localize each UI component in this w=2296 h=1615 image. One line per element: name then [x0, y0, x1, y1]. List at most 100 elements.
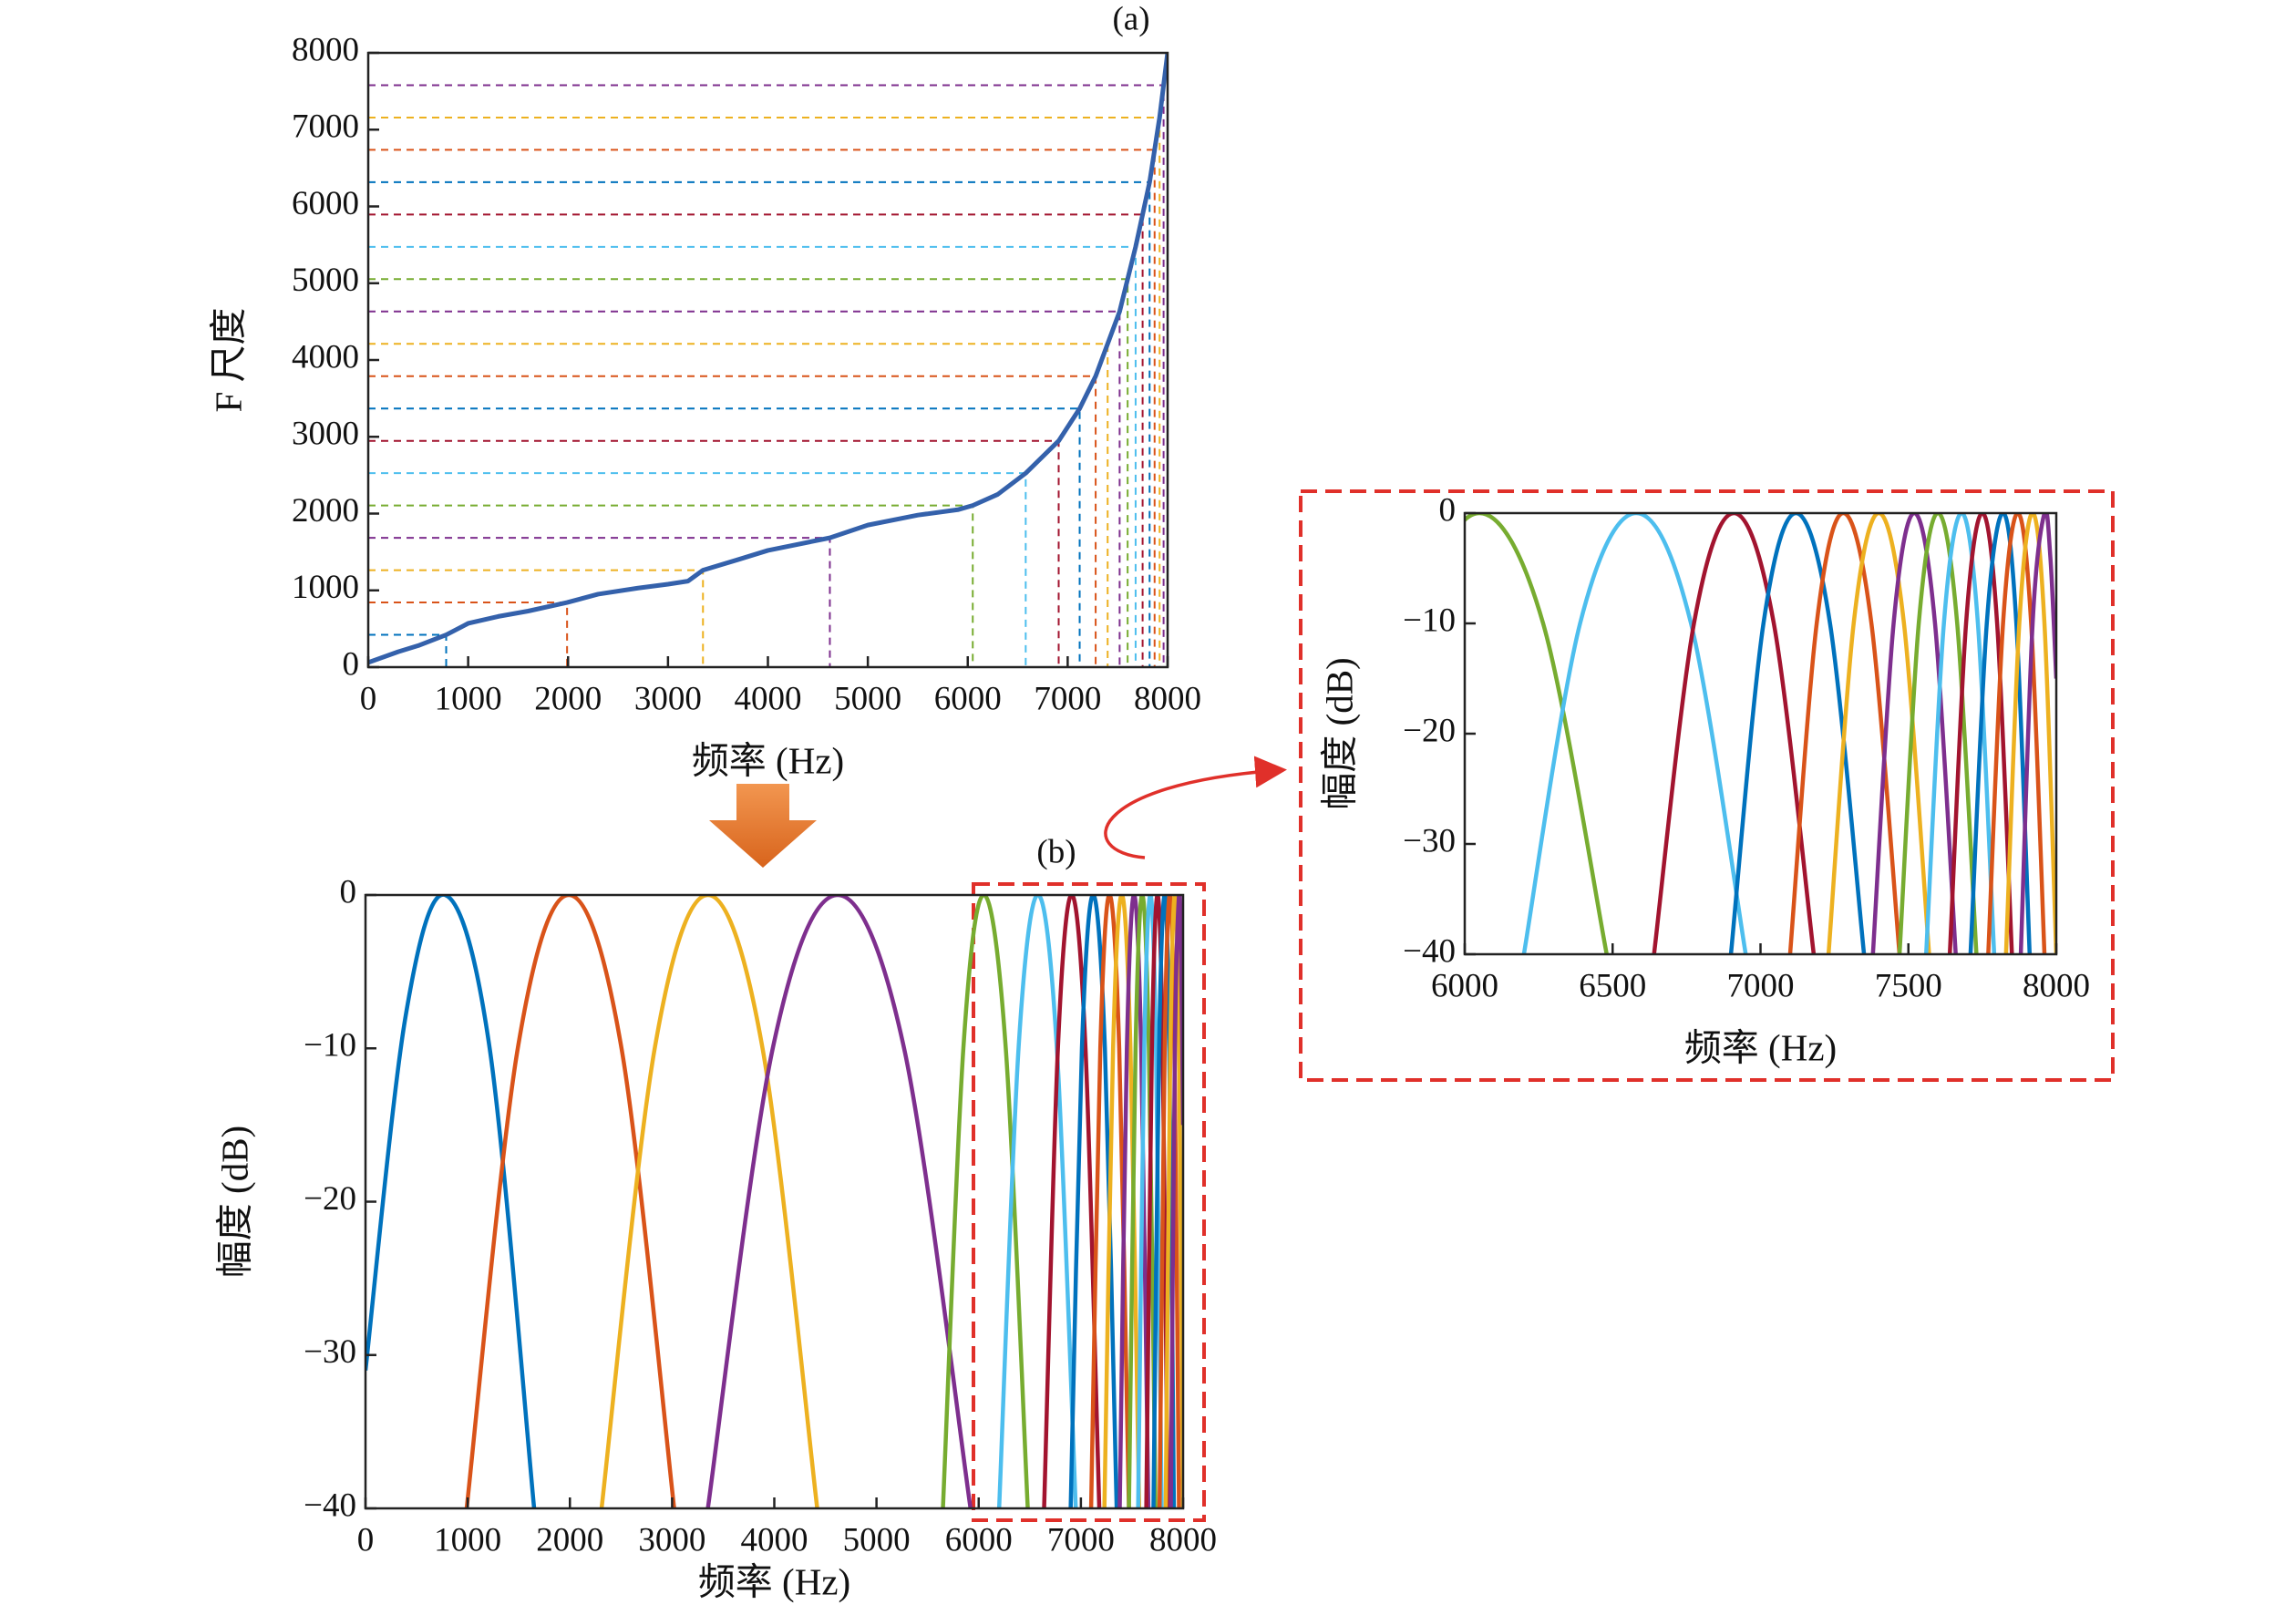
series-line [1897, 513, 1979, 954]
y-tick-label: 0 [343, 645, 360, 683]
series-line [1144, 895, 1170, 1508]
series-line [1947, 513, 2014, 954]
y-tick-label: 5000 [292, 262, 359, 299]
zoom-box [972, 882, 1206, 1522]
series-line [1968, 513, 2033, 954]
series-line [1787, 513, 1902, 954]
series-line [941, 895, 1030, 1508]
x-tick-label: 6000 [1431, 967, 1498, 1004]
x-tick-label: 7000 [1047, 1521, 1115, 1558]
guide-line [368, 245, 1137, 667]
series-line [1127, 895, 1158, 1508]
zoom-arrow [1104, 756, 1287, 859]
x-tick-label: 1000 [434, 1521, 501, 1558]
series-line [1136, 895, 1164, 1508]
y-tick-label: 6000 [292, 185, 359, 222]
x-tick-label: 8000 [1149, 1521, 1217, 1558]
y-tick-label: 3000 [292, 416, 359, 453]
y-tick-label: 1000 [292, 569, 359, 606]
x-tick-label: 2000 [536, 1521, 603, 1558]
x-tick-label: 6000 [934, 680, 1002, 717]
inset-box [1299, 489, 2115, 1082]
y-tick-label: −40 [304, 1486, 356, 1524]
axes-box [1463, 511, 2058, 956]
series-line [1652, 513, 1817, 954]
y-tick-label: 0 [1439, 491, 1457, 529]
series-line [1521, 513, 1748, 954]
series-line [1986, 513, 2047, 954]
x-axis-label: 频率 (Hz) [1684, 1026, 1837, 1068]
series-line [1068, 895, 1119, 1508]
series-line [1157, 895, 1181, 1508]
series-line [1117, 895, 1151, 1508]
series-line [2018, 513, 2056, 954]
guide-line [368, 310, 1121, 667]
series-line [705, 895, 973, 1508]
flow-arrow [709, 784, 817, 868]
plot-area [368, 53, 1168, 667]
y-axis-label: F 尺度 [207, 307, 249, 412]
series-line [1728, 513, 1867, 954]
series-line [366, 895, 537, 1508]
guide-line [368, 278, 1129, 667]
y-tick-label: 7000 [292, 108, 359, 146]
guide-line [368, 213, 1144, 667]
y-axis-label: 幅度 (dB) [1318, 657, 1360, 809]
y-tick-label: −30 [1403, 822, 1456, 859]
axes-box [366, 51, 1169, 669]
x-tick-label: 5000 [843, 1521, 911, 1558]
series-line [1923, 513, 1997, 954]
x-tick-label: 1000 [435, 680, 502, 717]
y-tick-label: 2000 [292, 492, 359, 530]
x-tick-label: 4000 [741, 1521, 808, 1558]
guide-line [368, 472, 1027, 667]
guide-line [368, 149, 1156, 667]
plot-area [366, 895, 1183, 1508]
y-tick-label: −10 [1403, 602, 1456, 639]
panel-label: (b) [1036, 833, 1076, 870]
guide-line [368, 343, 1109, 667]
x-tick-label: 7500 [1875, 967, 1942, 1004]
series-line [1826, 513, 1931, 954]
y-tick-label: −20 [1403, 712, 1456, 749]
series-line [1163, 895, 1183, 1508]
x-tick-label: 4000 [735, 680, 802, 717]
series-line [996, 895, 1078, 1508]
y-tick-label: −30 [304, 1333, 356, 1371]
x-tick-label: 6000 [945, 1521, 1013, 1558]
series-line [368, 53, 1168, 665]
series-line [1465, 513, 1609, 954]
series-line [464, 895, 676, 1508]
guide-line [368, 504, 974, 667]
x-tick-label: 7000 [1727, 967, 1795, 1004]
series-line [599, 895, 819, 1508]
x-axis-label: 频率 (Hz) [698, 1560, 850, 1602]
y-tick-label: −10 [304, 1027, 356, 1065]
y-tick-label: −40 [1403, 932, 1456, 970]
guide-line [368, 602, 569, 667]
series-line [1042, 895, 1102, 1508]
y-tick-label: 4000 [292, 338, 359, 375]
y-axis-label: 幅度 (dB) [213, 1126, 255, 1278]
guide-line [368, 180, 1151, 667]
x-axis-label: 频率 (Hz) [692, 739, 844, 781]
plot-area [0, 513, 2056, 954]
y-tick-label: 8000 [292, 31, 359, 68]
panel-label: (a) [1112, 0, 1149, 37]
x-tick-label: 3000 [634, 680, 702, 717]
x-tick-label: 6500 [1579, 967, 1646, 1004]
guide-line [368, 116, 1161, 667]
series-line [2003, 513, 2056, 954]
x-tick-label: 8000 [1134, 680, 1201, 717]
x-tick-label: 2000 [534, 680, 602, 717]
y-tick-label: −20 [304, 1180, 356, 1218]
x-tick-label: 3000 [638, 1521, 705, 1558]
x-tick-label: 8000 [2023, 967, 2090, 1004]
series-line [1870, 513, 1958, 954]
x-tick-label: 0 [357, 1521, 375, 1558]
x-tick-label: 7000 [1034, 680, 1101, 717]
series-line [0, 513, 178, 954]
x-tick-label: 5000 [834, 680, 901, 717]
guide-line [368, 439, 1060, 667]
